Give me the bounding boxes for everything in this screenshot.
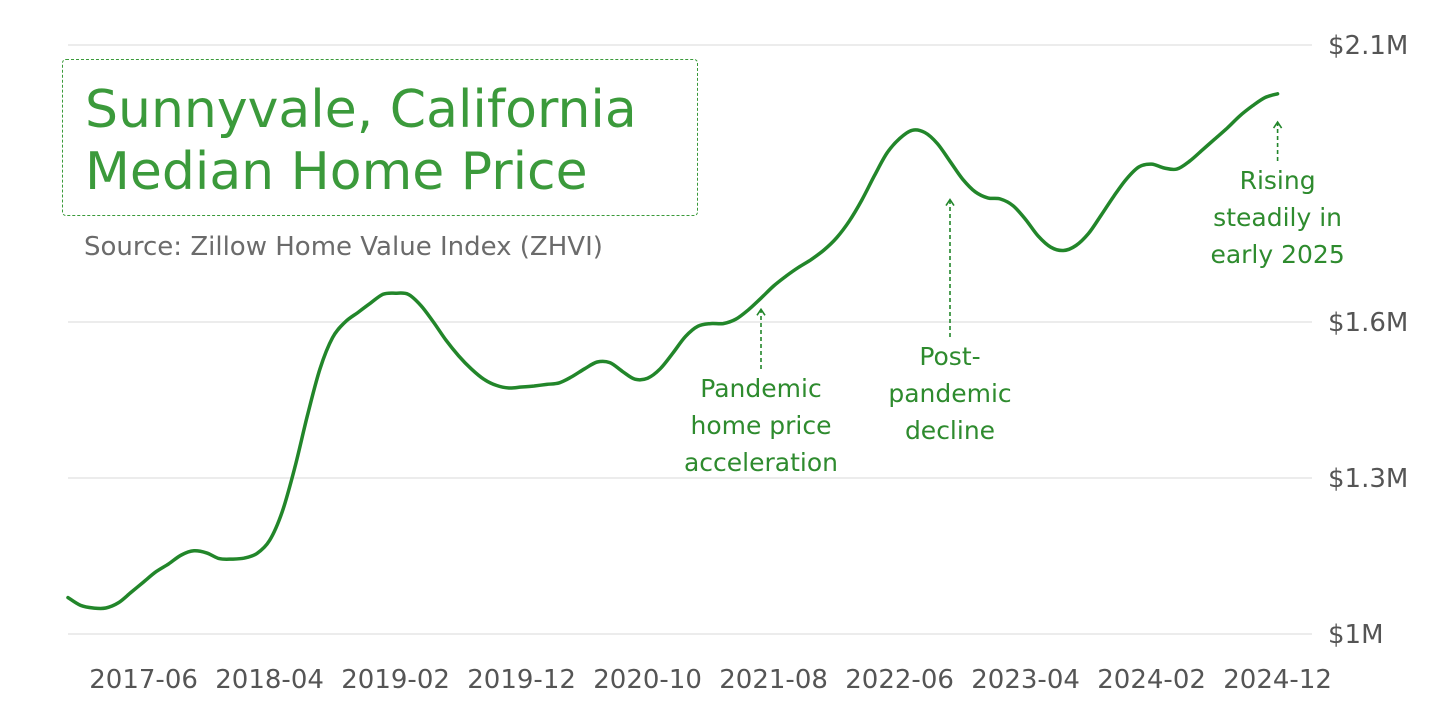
x-tick-label: 2023-04 xyxy=(971,665,1080,695)
x-tick-label: 2019-12 xyxy=(467,665,576,695)
annotation: Pandemic home price acceleration xyxy=(684,307,838,477)
annotation-arrowhead xyxy=(1272,120,1283,129)
source-note: Source: Zillow Home Value Index (ZHVI) xyxy=(84,232,603,262)
annotation-text: Rising xyxy=(1240,166,1316,195)
x-tick-label: 2024-12 xyxy=(1223,665,1332,695)
x-tick-label: 2020-10 xyxy=(593,665,702,695)
chart-subtitle: Median Home Price xyxy=(85,142,588,202)
gridlines xyxy=(68,44,1312,635)
annotation-text: acceleration xyxy=(684,448,838,477)
annotation-text: decline xyxy=(905,416,995,445)
x-tick-label: 2021-08 xyxy=(719,665,828,695)
annotation-arrowhead xyxy=(756,307,766,316)
x-tick-label: 2019-02 xyxy=(341,665,450,695)
annotation: Post-pandemic decline xyxy=(888,198,1012,445)
title-box: Sunnyvale, California Median Home Price xyxy=(62,59,698,216)
annotation-text: Post- xyxy=(919,342,980,371)
series-line xyxy=(66,92,1280,611)
x-tick-label: 2018-04 xyxy=(215,665,324,695)
annotation-text: early 2025 xyxy=(1210,240,1344,269)
annotation-text: home price xyxy=(690,411,831,440)
annotation-text: pandemic xyxy=(888,379,1011,408)
x-tick-label: 2017-06 xyxy=(89,665,198,695)
y-tick-label: $1M xyxy=(1328,620,1384,650)
annotation-text: steadily in xyxy=(1213,203,1342,232)
annotation-text: Pandemic xyxy=(700,374,821,403)
x-tick-label: 2022-06 xyxy=(845,665,954,695)
x-axis-ticks: 2017-06 2018-04 2019-02 2019-12 2020-10 2021-… xyxy=(89,665,1332,695)
annotation: Rising steadily in early 2025 xyxy=(1210,120,1345,269)
y-tick-label: $1.3M xyxy=(1328,464,1408,494)
y-tick-label: $1.6M xyxy=(1328,308,1408,338)
x-tick-label: 2024-02 xyxy=(1097,665,1206,695)
annotation-arrowhead xyxy=(945,198,955,207)
annotations: Pandemic home price acceleration Post-pande… xyxy=(684,120,1345,477)
y-tick-label: $2.1M xyxy=(1328,31,1408,61)
y-axis-ticks: $2.1M $1.6M $1.3M $1M xyxy=(1328,31,1408,650)
chart-title: Sunnyvale, California xyxy=(85,80,637,140)
